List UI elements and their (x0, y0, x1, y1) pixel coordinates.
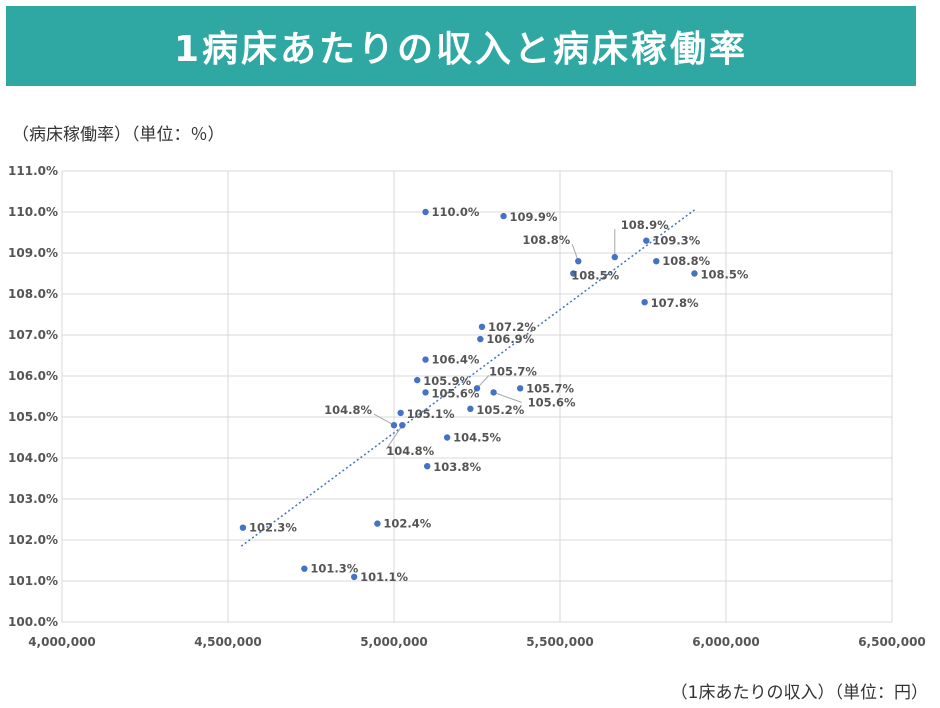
data-point (424, 463, 431, 470)
data-point (611, 253, 618, 261)
data-point (239, 524, 247, 531)
data-point (443, 434, 451, 441)
data-label: 105.7% (489, 364, 537, 378)
data-point (301, 565, 308, 572)
x-tick-label: 6,500,000 (858, 635, 926, 649)
data-point (575, 258, 582, 265)
data-label: 102.4% (383, 517, 431, 531)
data-point (516, 385, 524, 392)
x-axis-unit-label: （1床あたりの収入）（単位：円） (670, 683, 928, 703)
data-label: 110.0% (432, 205, 480, 219)
data-label: 101.3% (310, 562, 358, 576)
y-tick-label: 110.0% (8, 205, 58, 219)
x-tick-label: 5,000,000 (360, 635, 428, 649)
data-label: 106.9% (486, 332, 534, 346)
data-label: 103.8% (433, 460, 481, 474)
data-label: 101.1% (360, 570, 408, 584)
data-point (478, 323, 486, 330)
data-label: 108.9% (621, 218, 669, 232)
data-label: 104.8% (386, 444, 434, 458)
data-point (399, 422, 406, 429)
data-label: 105.9% (423, 374, 471, 388)
data-point (500, 212, 507, 220)
data-point (570, 270, 577, 277)
data-label: 108.5% (700, 268, 748, 282)
y-tick-label: 100.0% (8, 615, 58, 629)
y-tick-label: 104.0% (8, 451, 58, 465)
data-point (643, 237, 650, 244)
chart-title: 1病床あたりの収入と病床稼働率 (173, 29, 749, 70)
y-tick-label: 105.0% (8, 410, 58, 424)
data-label: 106.4% (432, 353, 480, 367)
data-label: 104.5% (453, 431, 501, 445)
data-label: 105.7% (526, 381, 574, 395)
y-tick-label: 101.0% (8, 574, 58, 588)
x-tick-label: 6,000,000 (692, 635, 760, 649)
data-point (397, 409, 404, 417)
data-label: 105.6% (432, 386, 480, 400)
data-label: 107.2% (488, 320, 536, 334)
data-point (422, 208, 429, 216)
x-tick-label: 4,500,000 (194, 635, 262, 649)
data-point (374, 520, 381, 527)
data-label: 102.3% (249, 521, 297, 535)
label-leader-line (571, 244, 579, 262)
data-point (467, 405, 474, 412)
data-label: 109.9% (510, 210, 558, 224)
data-point (414, 376, 421, 384)
data-point (422, 389, 429, 396)
data-point (653, 258, 660, 265)
data-point (390, 422, 398, 429)
data-label: 108.8% (522, 233, 570, 247)
x-tick-label: 4,000,000 (28, 635, 96, 649)
data-label: 105.1% (407, 407, 455, 421)
label-leader-line (493, 391, 522, 403)
y-tick-label: 107.0% (8, 328, 58, 342)
data-label: 105.6% (528, 395, 576, 409)
data-point (691, 270, 698, 277)
y-axis-unit-label: （病床稼働率）（単位：％） (12, 125, 225, 145)
data-point (641, 299, 648, 306)
y-tick-label: 108.0% (8, 287, 58, 301)
label-leader-line (373, 413, 395, 426)
y-tick-label: 109.0% (8, 246, 58, 260)
data-label: 108.5% (571, 269, 619, 283)
data-point (350, 573, 358, 581)
data-label: 107.8% (651, 296, 699, 310)
title-banner: 1病床あたりの収入と病床稼働率 (6, 6, 916, 86)
data-label: 104.8% (324, 403, 372, 417)
y-tick-label: 111.0% (8, 164, 58, 178)
label-leader-line (385, 424, 403, 450)
data-label: 109.3% (652, 234, 700, 248)
data-point (473, 385, 481, 392)
data-point (490, 389, 497, 396)
y-tick-label: 102.0% (8, 533, 58, 547)
data-label: 108.8% (662, 254, 710, 268)
data-point (477, 335, 484, 343)
y-tick-label: 106.0% (8, 369, 58, 383)
data-point (422, 356, 429, 363)
x-tick-label: 5,500,000 (526, 635, 594, 649)
y-tick-label: 103.0% (8, 492, 58, 506)
data-label: 105.2% (476, 403, 524, 417)
label-leader-line (476, 374, 490, 389)
